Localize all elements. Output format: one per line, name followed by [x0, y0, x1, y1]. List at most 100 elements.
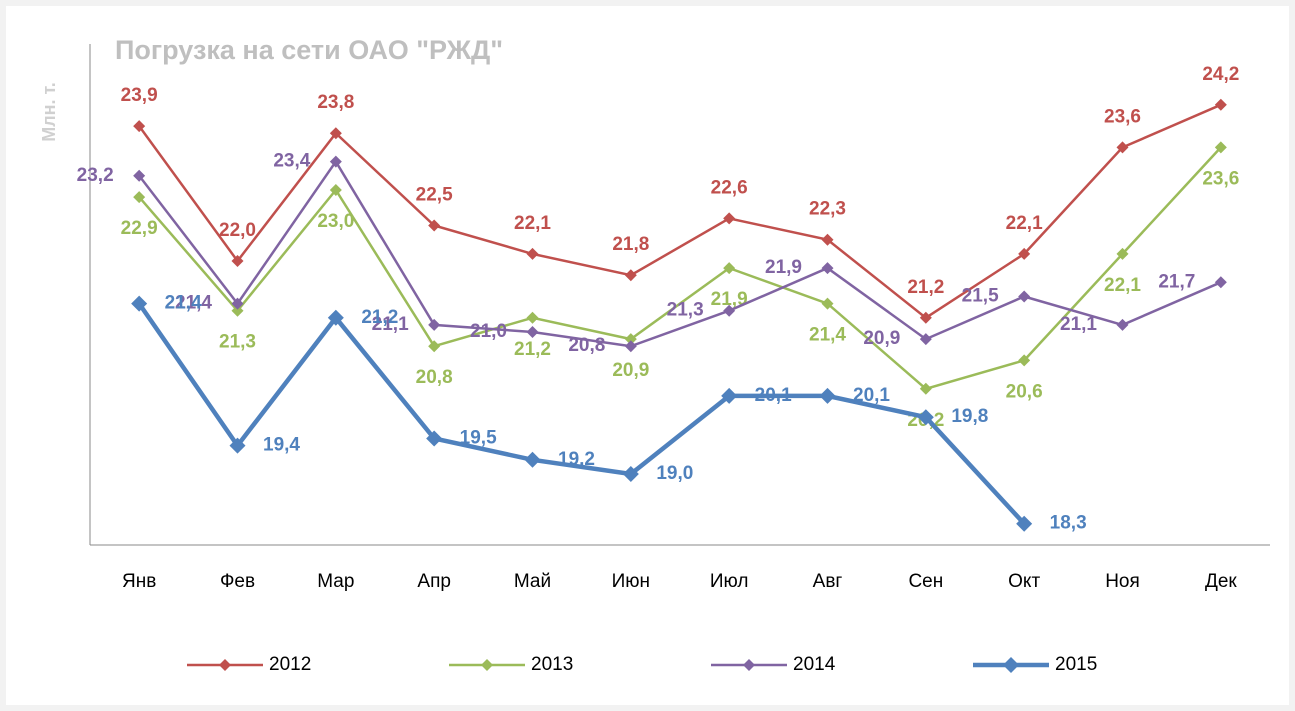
marker [1116, 318, 1129, 331]
marker [723, 212, 736, 225]
legend-label: 2013 [531, 654, 573, 675]
series-line [138, 103, 1222, 320]
data-label: 22,9 [121, 218, 158, 239]
x-tick-label: Окт [1008, 571, 1040, 592]
data-label: 19,0 [656, 463, 693, 484]
x-tick-label: Мар [317, 571, 354, 592]
marker [428, 219, 441, 232]
data-label: 19,4 [263, 435, 300, 456]
data-label: 21,4 [175, 293, 212, 314]
data-label: 19,5 [460, 428, 497, 449]
data-label: 23,2 [77, 165, 114, 186]
marker [428, 318, 441, 331]
marker [131, 295, 148, 312]
data-label: 21,2 [907, 277, 944, 298]
data-label: 21,0 [470, 321, 507, 342]
marker [919, 333, 932, 346]
x-tick-label: Сен [908, 571, 943, 592]
marker [327, 309, 344, 326]
data-label: 21,7 [1158, 271, 1195, 292]
marker [1018, 290, 1031, 303]
series-line [137, 302, 1026, 526]
data-label: 23,4 [273, 151, 310, 172]
marker [133, 191, 146, 204]
marker [428, 340, 441, 353]
marker [133, 169, 146, 182]
marker [526, 326, 539, 338]
data-label: 20,8 [568, 335, 605, 356]
data-label: 19,8 [951, 406, 988, 427]
series-line [138, 146, 1222, 391]
marker [919, 311, 932, 324]
marker [1116, 247, 1129, 260]
marker [1214, 276, 1227, 289]
data-label: 23,0 [317, 211, 354, 232]
data-label: 23,8 [317, 92, 354, 113]
legend-label: 2015 [1055, 654, 1097, 675]
data-label: 21,3 [219, 332, 256, 353]
marker [723, 262, 736, 275]
data-label: 21,1 [372, 314, 409, 335]
data-label: 20,1 [853, 385, 890, 406]
y-axis-label: Млн. т. [39, 82, 59, 142]
x-tick-label: Апр [417, 571, 451, 592]
x-tick-label: Дек [1205, 571, 1237, 592]
legend-marker [1003, 657, 1019, 673]
marker [624, 333, 637, 346]
x-tick-label: Янв [122, 571, 156, 592]
marker [624, 269, 637, 282]
legend-marker [219, 659, 231, 671]
data-label: 20,9 [612, 360, 649, 381]
marker [1016, 515, 1033, 532]
marker [426, 430, 443, 447]
data-label: 22,1 [514, 213, 551, 234]
marker [526, 311, 539, 324]
marker [329, 155, 342, 168]
x-tick-label: Авг [813, 571, 843, 592]
data-label: 20,9 [863, 328, 900, 349]
data-label: 21,4 [809, 325, 846, 346]
marker [821, 233, 834, 246]
x-tick-label: Ноя [1105, 571, 1140, 592]
data-label: 22,0 [219, 220, 256, 241]
data-label: 21,5 [962, 286, 999, 307]
x-tick-label: Июн [612, 571, 650, 592]
marker [821, 297, 834, 310]
marker [524, 451, 541, 468]
legend-label: 2012 [269, 654, 311, 675]
data-label: 22,6 [711, 177, 748, 198]
marker [624, 340, 637, 353]
data-label: 21,8 [612, 234, 649, 255]
data-label: 21,9 [765, 257, 802, 278]
data-label: 18,3 [1050, 513, 1087, 534]
marker [819, 387, 836, 404]
data-label: 21,2 [514, 339, 551, 360]
legend-marker [481, 659, 493, 671]
data-label: 20,1 [755, 385, 792, 406]
legend-marker [743, 659, 755, 671]
marker [133, 120, 146, 133]
x-tick-label: Май [514, 571, 551, 592]
legend-label: 2014 [793, 654, 836, 675]
marker [229, 437, 246, 454]
data-label: 22,1 [1006, 213, 1043, 234]
marker [1214, 141, 1227, 154]
marker [1116, 141, 1129, 154]
data-label: 21,9 [711, 289, 748, 310]
data-label: 23,6 [1104, 106, 1141, 127]
marker [329, 184, 342, 196]
marker [231, 304, 244, 317]
marker [526, 247, 539, 260]
marker [721, 387, 738, 404]
marker [723, 304, 736, 317]
data-label: 20,6 [1006, 381, 1043, 402]
data-label: 21,2 [361, 307, 398, 328]
data-label: 23,6 [1202, 168, 1239, 189]
series-line [138, 159, 1222, 348]
data-label: 20,8 [416, 367, 453, 388]
data-label: 22,5 [416, 185, 453, 206]
marker [329, 127, 342, 140]
marker [1018, 354, 1031, 367]
marker [1214, 98, 1227, 111]
